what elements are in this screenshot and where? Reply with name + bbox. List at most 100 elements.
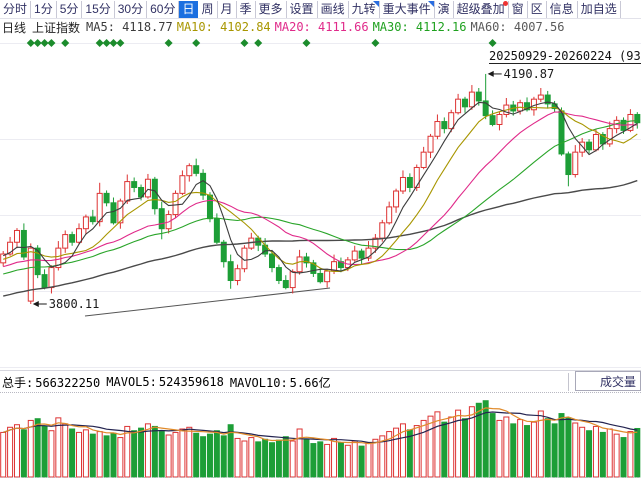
volume-bar: [386, 431, 393, 478]
volume-bar: [551, 423, 558, 478]
toolbar-item-设置[interactable]: 设置: [287, 0, 318, 18]
volume-bar: [206, 433, 213, 478]
volume-bar: [179, 428, 186, 478]
volume-bar: [530, 421, 537, 478]
candle: [220, 241, 227, 263]
candle: [7, 241, 14, 255]
toolbar-item-30分[interactable]: 30分: [115, 0, 148, 18]
candle: [358, 250, 365, 259]
volume-pane-label[interactable]: 成交量: [575, 371, 641, 391]
volume-bar: [544, 418, 551, 478]
volume-bar: [103, 435, 110, 478]
candle: [34, 247, 41, 276]
volume-bar: [262, 438, 269, 478]
mavol5-line: [2, 407, 638, 445]
volume-bar: [275, 439, 282, 478]
volume-bar: [117, 437, 124, 478]
drawn-trendline[interactable]: [84, 287, 331, 317]
toolbar-item-加自选[interactable]: 加自选: [578, 0, 621, 18]
volume-bar: [599, 431, 606, 478]
toolbar-item-60分[interactable]: 60分: [147, 0, 180, 18]
volume-bar: [317, 441, 324, 478]
ma30-line: [3, 120, 638, 275]
volume-bar: [496, 419, 503, 478]
candle: [586, 141, 593, 151]
volume-bar: [234, 437, 241, 478]
volume-bar: [413, 425, 420, 478]
candle: [124, 181, 131, 202]
mavol10-value: 5.66亿: [289, 375, 331, 390]
toolbar-item-窗[interactable]: 窗: [509, 0, 528, 18]
divider: [568, 373, 569, 391]
candle: [193, 165, 200, 174]
volume-bar: [296, 428, 303, 478]
toolbar-item-5分[interactable]: 5分: [57, 0, 83, 18]
volume-bar: [620, 437, 627, 478]
candle: [399, 176, 406, 192]
volume-pane[interactable]: [0, 392, 641, 481]
toolbar-item-分时[interactable]: 分时: [0, 0, 32, 18]
volume-bar: [151, 425, 158, 478]
toolbar-item-超级叠加[interactable]: 超级叠加: [454, 0, 509, 18]
candle: [455, 98, 462, 114]
toolbar-item-15分[interactable]: 15分: [82, 0, 115, 18]
volume-bar: [455, 409, 462, 478]
signal-diamond-icon: [488, 39, 497, 47]
candle: [441, 121, 448, 130]
candle: [89, 216, 96, 223]
volume-bar: [20, 429, 27, 478]
candle: [103, 192, 110, 204]
volume-bar: [517, 419, 524, 478]
signal-diamond-icon: [116, 39, 125, 47]
candle: [200, 172, 207, 196]
candle: [179, 175, 186, 194]
toolbar-item-信息[interactable]: 信息: [547, 0, 578, 18]
candle: [324, 270, 331, 283]
mavol10: MAVOL10: 5.66亿: [230, 374, 331, 391]
volume-bar: [344, 444, 351, 478]
ma20-line: [3, 111, 638, 268]
candle: [117, 200, 124, 224]
toolbar-item-1分[interactable]: 1分: [31, 0, 57, 18]
toolbar-item-季[interactable]: 季: [237, 0, 256, 18]
candle: [558, 110, 565, 155]
svg-text:4190.87: 4190.87: [504, 67, 555, 81]
volume-bar: [7, 426, 14, 478]
candle: [565, 153, 572, 176]
candle: [131, 181, 138, 188]
volume-bar: [55, 417, 62, 478]
candle: [172, 192, 179, 216]
volume-bar: [482, 400, 489, 478]
candlestick-chart[interactable]: 3800.11 4190.87: [0, 35, 641, 370]
volume-bar: [441, 421, 448, 478]
mavol5-value: 524359618: [158, 375, 224, 389]
toolbar-item-九转[interactable]: 九转: [349, 0, 380, 18]
toolbar-item-月[interactable]: 月: [218, 0, 237, 18]
toolbar-item-区[interactable]: 区: [528, 0, 547, 18]
signal-diamond-icon: [47, 39, 56, 47]
signal-diamond-icon: [109, 39, 118, 47]
candle: [386, 206, 393, 224]
toolbar-item-重大事件[interactable]: 重大事件: [380, 0, 435, 18]
volume-bar: [427, 415, 434, 478]
candle: [393, 190, 400, 208]
toolbar-item-周[interactable]: 周: [198, 0, 218, 18]
volume-bar: [634, 427, 641, 478]
candle: [213, 218, 220, 243]
mavol5: MAVOL5: 524359618: [106, 375, 224, 389]
candle: [48, 267, 55, 289]
toolbar-item-演[interactable]: 演: [435, 0, 454, 18]
main-chart-pane[interactable]: 3800.11 4190.87 20250929-20260224 (93: [0, 35, 641, 370]
volume-chart[interactable]: [0, 393, 641, 481]
corner-badge-icon: [427, 0, 434, 7]
signal-diamond-icon: [26, 39, 35, 47]
signal-diamond-icon: [102, 39, 111, 47]
candle: [406, 176, 413, 188]
volume-bar: [186, 426, 193, 478]
toolbar-item-更多[interactable]: 更多: [256, 0, 287, 18]
toolbar-item-日[interactable]: 日: [179, 0, 199, 18]
signal-diamond-icon: [61, 39, 70, 47]
toolbar-item-画线[interactable]: 画线: [318, 0, 349, 18]
notification-dot-icon: [502, 0, 508, 6]
candle: [427, 135, 434, 153]
